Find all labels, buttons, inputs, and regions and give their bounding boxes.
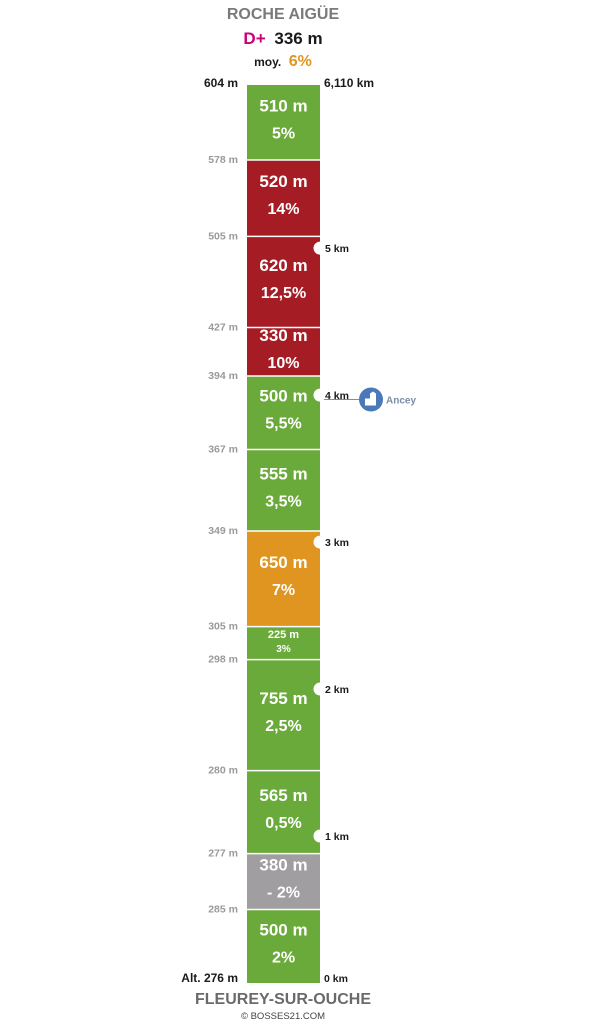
segment-bar bbox=[247, 449, 320, 532]
segment-length-label: 330 m bbox=[259, 326, 307, 345]
altitude-label: 367 m bbox=[208, 443, 238, 455]
segment-length-label: 755 m bbox=[259, 689, 307, 708]
credit: © BOSSES21.COM bbox=[241, 1011, 325, 1022]
summit-altitude: 604 m bbox=[204, 76, 238, 90]
segment-gradient-label: 5,5% bbox=[265, 416, 301, 433]
segment-length-label: 510 m bbox=[259, 96, 307, 115]
total-distance: 6,110 km bbox=[324, 76, 374, 90]
segment-length-label: 225 m bbox=[268, 629, 299, 641]
altitude-label: 427 m bbox=[208, 322, 238, 334]
average-gradient-label: moy. bbox=[254, 55, 281, 69]
segment-length-label: 555 m bbox=[259, 464, 307, 483]
altitude-label: 505 m bbox=[208, 230, 238, 242]
km-marker-label: 3 km bbox=[325, 537, 349, 549]
start-name: FLEUREY-SUR-OUCHE bbox=[195, 991, 371, 1008]
segment-gradient-label: 5% bbox=[272, 125, 295, 142]
segment-length-label: 620 m bbox=[259, 256, 307, 275]
altitude-label: 305 m bbox=[208, 621, 238, 633]
poi-group: Ancey bbox=[324, 387, 416, 412]
km-marker-dot bbox=[313, 388, 327, 402]
poi-label: Ancey bbox=[386, 396, 416, 407]
elevation-gain-label: D+ bbox=[243, 29, 265, 48]
altitude-label: 349 m bbox=[208, 525, 238, 537]
segment-bar bbox=[247, 85, 320, 160]
segment-gradient-label: 0,5% bbox=[265, 815, 301, 832]
altitude-labels-group: Alt. 276 m 285 m 277 m 280 m 298 m 305 m 349 m… bbox=[181, 154, 238, 985]
altitude-label: 280 m bbox=[208, 765, 238, 777]
average-gradient-value: 6% bbox=[289, 53, 312, 70]
summit-title: ROCHE AIGÜE bbox=[227, 4, 340, 23]
segment-bar bbox=[247, 376, 320, 450]
segment-gradient-label: 12,5% bbox=[261, 285, 306, 302]
altitude-label: 285 m bbox=[208, 904, 238, 916]
km-marker-dot bbox=[313, 829, 327, 843]
segment-gradient-label: 2% bbox=[272, 949, 295, 966]
segment-bar bbox=[247, 236, 320, 328]
km-marker-dot bbox=[313, 241, 327, 255]
segment-gradient-label: - 2% bbox=[267, 885, 300, 902]
segment-length-label: 500 m bbox=[259, 920, 307, 939]
average-gradient: moy. 6% bbox=[254, 53, 312, 70]
start-altitude: Alt. 276 m bbox=[181, 971, 238, 985]
segment-length-label: 565 m bbox=[259, 786, 307, 805]
elevation-gain: D+ 336 m bbox=[243, 29, 322, 48]
segment-gradient-label: 3,5% bbox=[265, 493, 301, 510]
segment-bar bbox=[247, 909, 320, 983]
segment-bar bbox=[247, 853, 320, 910]
segment-gradient-label: 7% bbox=[272, 582, 295, 599]
km-marker-label: 5 km bbox=[325, 243, 349, 255]
segment-bar bbox=[247, 626, 320, 660]
segment-bar bbox=[247, 531, 320, 627]
segment-bar bbox=[247, 159, 320, 237]
segment-gradient-label: 2,5% bbox=[265, 718, 301, 735]
start-distance: 0 km bbox=[324, 973, 348, 985]
segment-gradient-label: 14% bbox=[267, 201, 299, 218]
church-icon bbox=[359, 387, 383, 412]
km-marker-label: 1 km bbox=[325, 831, 349, 843]
segment-length-label: 650 m bbox=[259, 553, 307, 572]
segment-gradient-label: 10% bbox=[267, 355, 299, 372]
segments-group: 500 m 2% 380 m - 2% 565 m 0,5% 755 m 2,5% 225 m 3… bbox=[247, 85, 320, 983]
segment-bar bbox=[247, 770, 320, 854]
segment-gradient-label: 3% bbox=[276, 644, 291, 655]
km-marker-label: 4 km bbox=[325, 390, 349, 402]
altitude-label: 578 m bbox=[208, 154, 238, 166]
segment-length-label: 500 m bbox=[259, 387, 307, 406]
segment-length-label: 380 m bbox=[259, 856, 307, 875]
elevation-gain-value: 336 m bbox=[274, 29, 322, 48]
segment-bar bbox=[247, 659, 320, 771]
km-marker-label: 2 km bbox=[325, 684, 349, 696]
segment-bar bbox=[247, 327, 320, 377]
altitude-label: 394 m bbox=[208, 370, 238, 382]
altitude-label: 277 m bbox=[208, 848, 238, 860]
km-marker-dot bbox=[313, 535, 327, 549]
km-marker-dot bbox=[313, 682, 327, 696]
altitude-label: 298 m bbox=[208, 654, 238, 666]
segment-length-label: 520 m bbox=[259, 172, 307, 191]
